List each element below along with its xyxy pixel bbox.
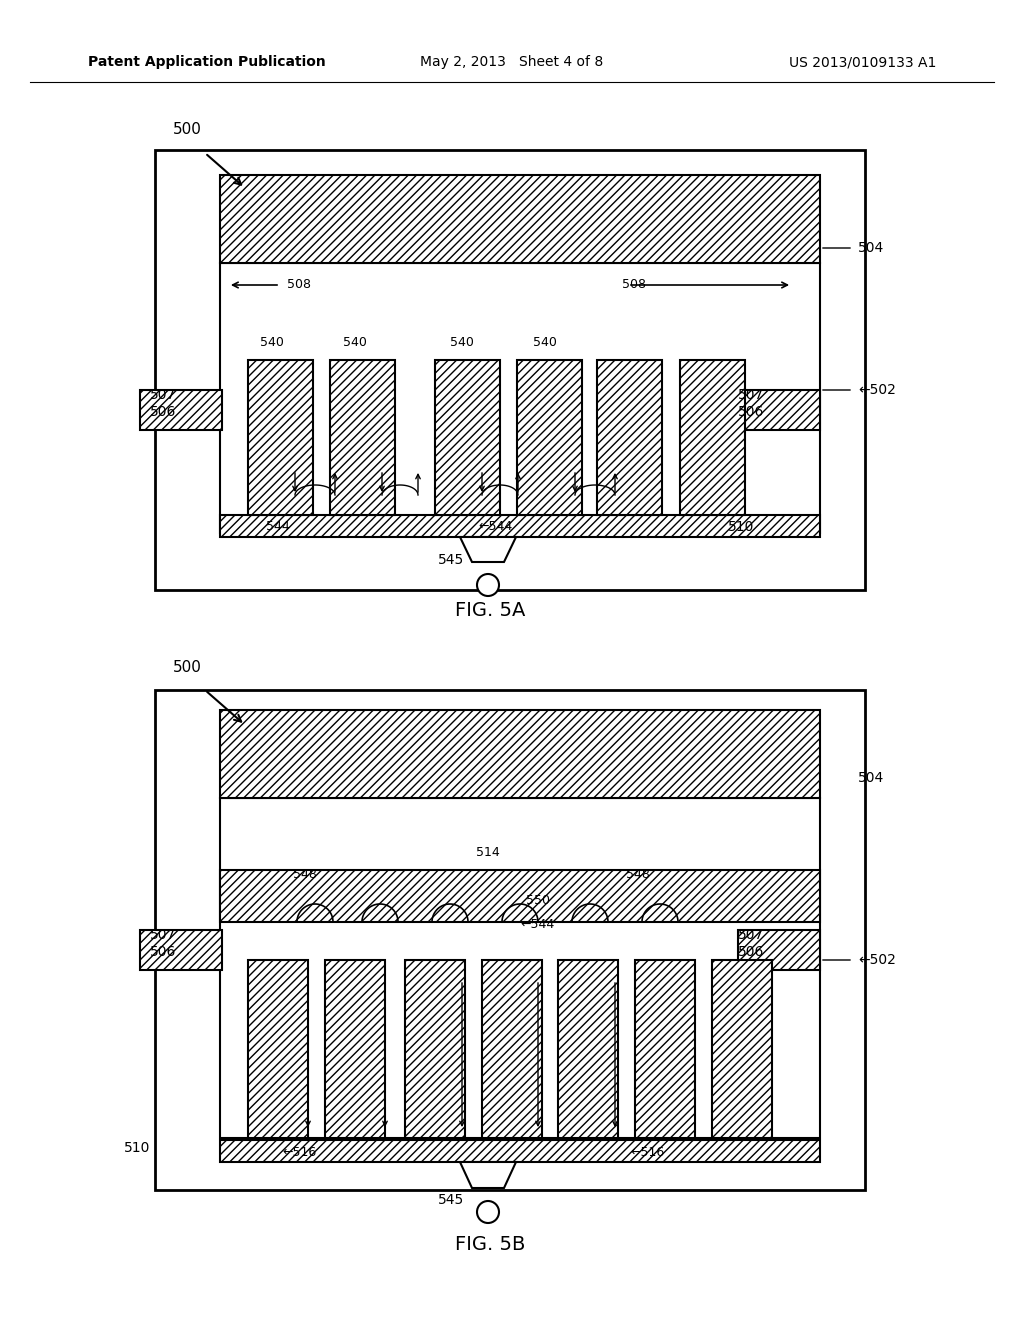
Text: May 2, 2013   Sheet 4 of 8: May 2, 2013 Sheet 4 of 8: [421, 55, 603, 69]
Bar: [220, 870, 820, 921]
Text: 504: 504: [858, 771, 885, 785]
Text: 540: 540: [343, 335, 367, 348]
Text: 545: 545: [438, 553, 464, 568]
Text: 510: 510: [124, 1140, 150, 1155]
Text: 500: 500: [173, 660, 202, 676]
Text: ←502: ←502: [858, 383, 896, 397]
Bar: [558, 960, 618, 1138]
Bar: [635, 960, 695, 1138]
Text: ←502: ←502: [858, 953, 896, 968]
Text: 506: 506: [150, 945, 176, 960]
Bar: [738, 389, 820, 430]
Text: 506: 506: [150, 405, 176, 418]
Text: FIG. 5B: FIG. 5B: [455, 1236, 525, 1254]
Text: 506: 506: [738, 945, 764, 960]
Text: US 2013/0109133 A1: US 2013/0109133 A1: [788, 55, 936, 69]
Text: 508: 508: [287, 279, 311, 292]
Text: 544: 544: [266, 520, 290, 533]
Bar: [738, 931, 820, 970]
Bar: [155, 150, 865, 590]
Bar: [435, 360, 500, 515]
Text: 507: 507: [738, 388, 764, 403]
Bar: [220, 263, 820, 533]
Text: 500: 500: [173, 123, 202, 137]
Text: 514: 514: [476, 846, 500, 858]
Bar: [220, 176, 820, 263]
Text: 550: 550: [526, 894, 550, 907]
Bar: [220, 1140, 820, 1162]
Text: 548: 548: [626, 869, 650, 882]
Bar: [155, 690, 865, 1191]
Text: 540: 540: [260, 335, 284, 348]
Text: 545: 545: [438, 1193, 464, 1206]
Text: 507: 507: [150, 928, 176, 942]
Text: ←544: ←544: [520, 919, 554, 932]
Polygon shape: [460, 1162, 516, 1188]
Bar: [140, 931, 222, 970]
Bar: [248, 360, 313, 515]
Bar: [220, 799, 820, 1138]
Text: 510: 510: [728, 520, 755, 535]
Text: ←516: ←516: [282, 1146, 316, 1159]
Text: ←544: ←544: [478, 520, 512, 533]
Bar: [680, 360, 745, 515]
Bar: [220, 710, 820, 799]
Bar: [140, 389, 222, 430]
Text: 507: 507: [738, 928, 764, 942]
Bar: [330, 360, 395, 515]
Polygon shape: [460, 537, 516, 562]
Text: 507: 507: [150, 388, 176, 403]
Bar: [406, 960, 465, 1138]
Bar: [220, 515, 820, 537]
Text: 548: 548: [293, 869, 317, 882]
Text: ←516: ←516: [630, 1146, 665, 1159]
Text: 506: 506: [738, 405, 764, 418]
Circle shape: [477, 574, 499, 597]
Text: 508: 508: [622, 279, 646, 292]
Bar: [325, 960, 385, 1138]
Text: Patent Application Publication: Patent Application Publication: [88, 55, 326, 69]
Bar: [248, 960, 308, 1138]
Bar: [517, 360, 582, 515]
Bar: [482, 960, 542, 1138]
Text: 540: 540: [451, 335, 474, 348]
Bar: [597, 360, 662, 515]
Text: 504: 504: [858, 242, 885, 255]
Circle shape: [477, 1201, 499, 1224]
Bar: [712, 960, 772, 1138]
Text: FIG. 5A: FIG. 5A: [455, 601, 525, 619]
Text: 540: 540: [534, 335, 557, 348]
